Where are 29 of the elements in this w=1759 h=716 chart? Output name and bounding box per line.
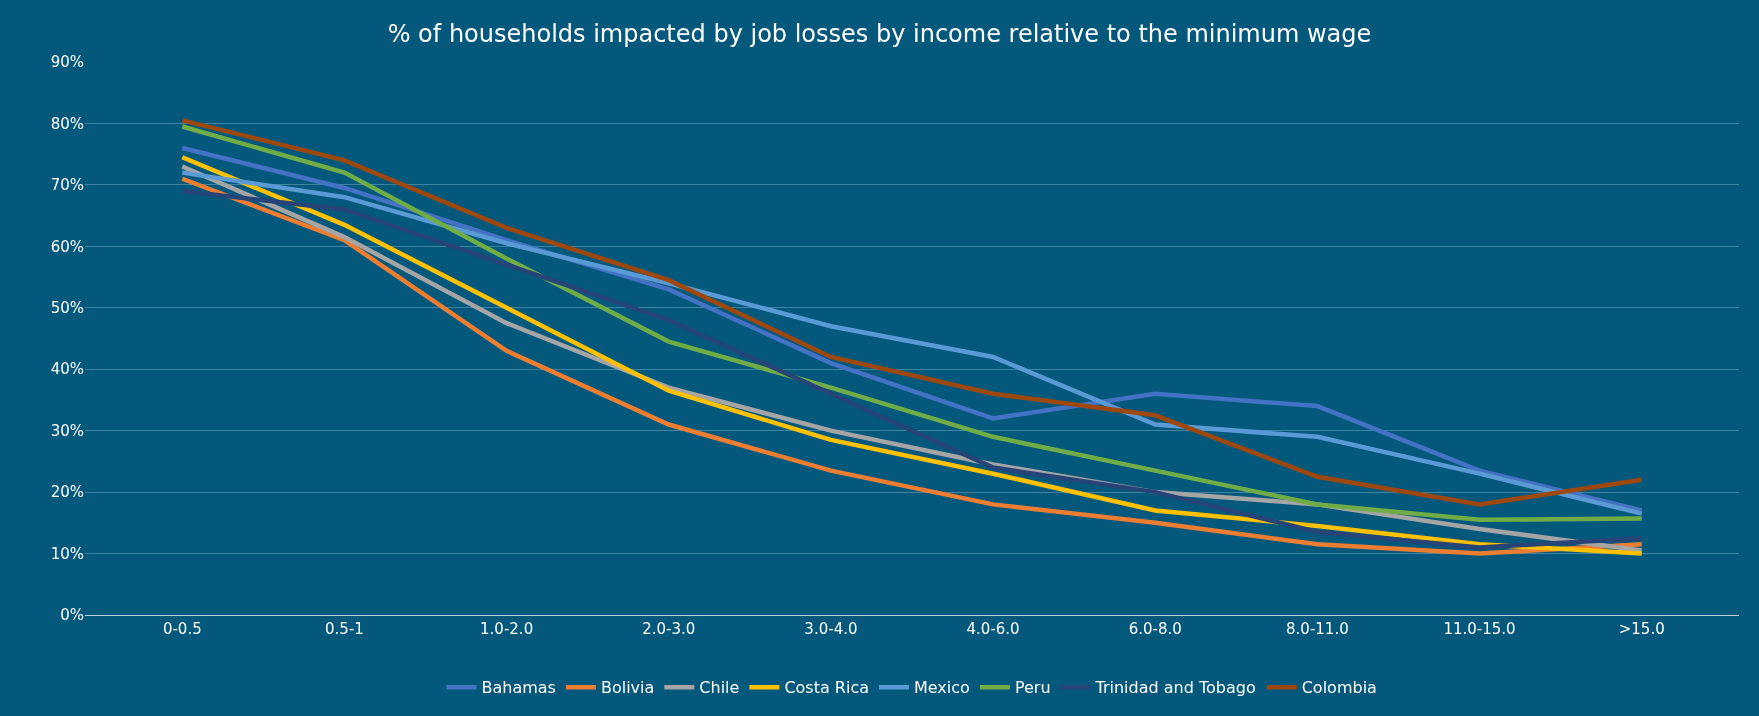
- legend-label: Bolivia: [600, 678, 655, 698]
- x-tick-label: 0.5-1: [325, 620, 364, 638]
- y-tick-label: 10%: [50, 544, 84, 563]
- chart-title: % of households impacted by job losses by income relative to the minimum wage: [387, 19, 1372, 48]
- x-tick-label: 0-0.5: [162, 620, 202, 638]
- legend-label: Colombia: [1301, 678, 1377, 698]
- y-tick-label: 20%: [50, 483, 84, 502]
- legend-label: Trinidad and Tobago: [1094, 678, 1256, 698]
- legend-label: Bahamas: [481, 678, 556, 698]
- legend-label: Peru: [1014, 678, 1051, 698]
- legend-label: Mexico: [914, 678, 970, 698]
- y-tick-label: 40%: [50, 360, 84, 379]
- y-tick-label: 60%: [50, 237, 84, 256]
- x-tick-label: 2.0-3.0: [642, 620, 696, 638]
- x-tick-label: 8.0-11.0: [1286, 620, 1349, 638]
- x-tick-label: 4.0-6.0: [966, 620, 1020, 638]
- x-tick-label: >15.0: [1618, 620, 1665, 638]
- y-tick-label: 30%: [50, 421, 84, 440]
- y-tick-label: 90%: [50, 53, 84, 72]
- legend-label: Chile: [699, 678, 740, 698]
- y-tick-label: 70%: [50, 176, 84, 195]
- x-tick-label: 1.0-2.0: [480, 620, 534, 638]
- y-tick-label: 80%: [50, 114, 84, 133]
- x-tick-label: 6.0-8.0: [1128, 620, 1182, 638]
- legend-label: Costa Rica: [784, 678, 869, 698]
- x-tick-label: 3.0-4.0: [804, 620, 858, 638]
- y-tick-label: 50%: [50, 299, 84, 318]
- y-tick-label: 0%: [60, 606, 84, 625]
- x-tick-label: 11.0-15.0: [1443, 620, 1516, 638]
